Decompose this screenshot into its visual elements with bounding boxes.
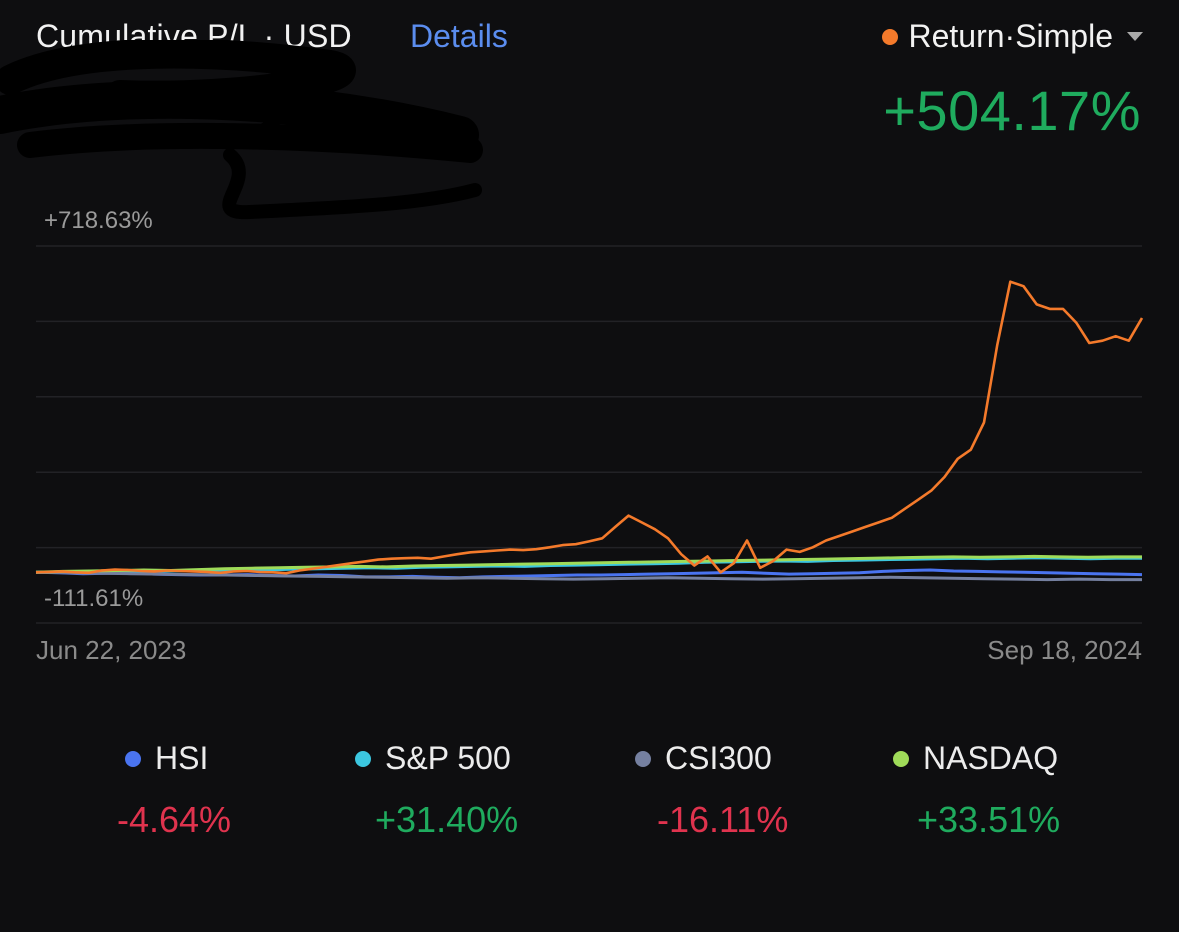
hsi-dot-icon (125, 750, 141, 767)
legend-value-nasdaq: +33.51% (917, 799, 1061, 840)
return-type-label: Return·Simple (908, 18, 1113, 54)
redaction-scribble (0, 40, 483, 220)
cumulative-pl-chart[interactable]: +718.63% -111.61% Jun 22, 2023 Sep 18, 2… (0, 200, 1179, 680)
series-line-return-simple (35, 280, 1144, 575)
y-min-label: -111.61% (44, 585, 143, 612)
series-line-nasdaq (35, 554, 1142, 574)
series-line-csi300 (35, 570, 1142, 582)
legend-value-csi300: -16.11% (657, 799, 789, 840)
return-series-dot-icon (882, 28, 899, 45)
csi300-dot-icon (635, 750, 651, 767)
benchmark-legend: HSI -4.64% S&P 500 +31.40% CSI300 -16.11… (0, 740, 1179, 860)
x-start-label: Jun 22, 2023 (36, 635, 186, 665)
legend-value-hsi: -4.64% (117, 799, 232, 840)
legend-item-sp500[interactable]: S&P 500 +31.40% (355, 740, 595, 841)
grid-lines (36, 245, 1142, 624)
legend-item-hsi[interactable]: HSI -4.64% (117, 740, 365, 841)
x-end-label: Sep 18, 2024 (987, 635, 1142, 665)
legend-item-nasdaq[interactable]: NASDAQ +33.51% (893, 740, 1133, 841)
legend-label-nasdaq: NASDAQ (923, 740, 1059, 776)
legend-label-csi300: CSI300 (665, 740, 772, 776)
chevron-down-icon (1127, 32, 1143, 41)
series-lines (35, 280, 1144, 582)
nasdaq-dot-icon (893, 750, 909, 767)
total-return-value: +504.17% (883, 79, 1141, 142)
return-type-selector[interactable]: Return·Simple (882, 18, 1143, 55)
legend-label-sp500: S&P 500 (385, 740, 511, 776)
y-max-label: +718.63% (44, 207, 153, 234)
details-link[interactable]: Details (410, 18, 508, 54)
legend-item-csi300[interactable]: CSI300 -16.11% (635, 740, 875, 841)
sp500-dot-icon (355, 750, 371, 767)
chart-header: Cumulative P/L · USD Details Return·Simp… (36, 12, 1143, 60)
legend-value-sp500: +31.40% (375, 799, 519, 840)
legend-label-hsi: HSI (155, 740, 209, 776)
